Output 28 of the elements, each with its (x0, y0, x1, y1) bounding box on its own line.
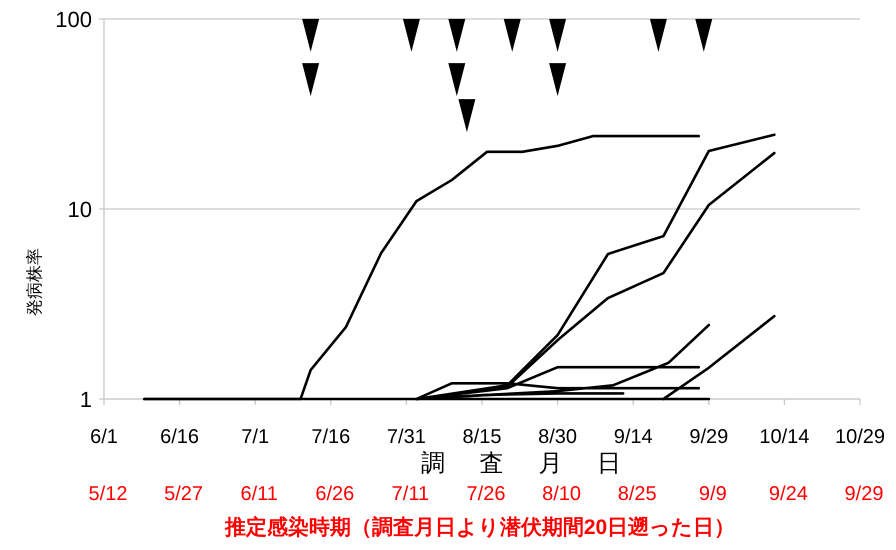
x-tick-label: 9/14 (614, 426, 653, 448)
x-tick-label: 10/14 (759, 426, 810, 448)
x-tick-label: 6/16 (160, 426, 200, 448)
x2-tick-label: 8/25 (618, 483, 657, 505)
x-tick-label: 7/31 (386, 426, 426, 448)
y-tick-label: 1 (80, 387, 92, 412)
y-tick-label: 10 (68, 197, 92, 222)
x-tick-label: 6/1 (90, 426, 118, 448)
x2-tick-label: 9/29 (844, 483, 884, 505)
x-tick-label: 7/16 (311, 426, 350, 448)
x-tick-label: 9/29 (689, 426, 728, 448)
x2-tick-label: 9/24 (768, 483, 808, 505)
x2-tick-label: 6/26 (315, 483, 354, 505)
y-tick-label: 100 (55, 7, 92, 32)
y-axis-title: 発病株率 (25, 248, 44, 316)
x2-tick-label: 9/9 (698, 483, 727, 505)
x-axis-title: 調 査 月 日 (420, 450, 636, 477)
x2-tick-label: 7/26 (466, 483, 506, 505)
x2-tick-label: 5/27 (164, 483, 204, 505)
x2-tick-label: 5/12 (88, 483, 128, 505)
x2-tick-label: 7/11 (392, 483, 430, 505)
x2-tick-label: 8/10 (542, 483, 582, 505)
x2-axis-title: 推定感染時期（調査月日より潜伏期間20日遡った日） (224, 515, 736, 539)
x-tick-label: 8/30 (538, 426, 578, 448)
x-tick-label: 7/1 (241, 426, 270, 448)
x-tick-label: 8/15 (462, 426, 502, 448)
x-tick-label: 10/29 (834, 426, 886, 448)
x2-tick-label: 6/11 (240, 483, 278, 505)
